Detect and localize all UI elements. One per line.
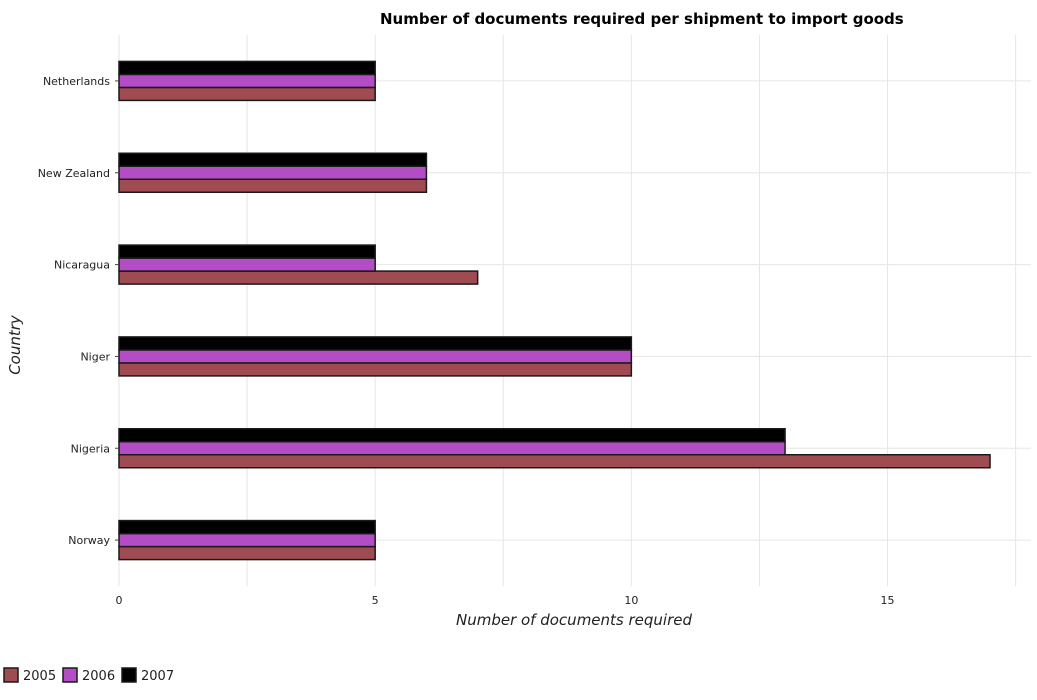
y-tick-label: Nicaragua [54, 259, 110, 272]
x-tick-label: 5 [372, 594, 379, 607]
y-tick-label: New Zealand [38, 167, 110, 180]
bar-netherlands-2007 [118, 60, 376, 76]
y-tick-label: Netherlands [43, 75, 110, 88]
legend-label-2005: 2005 [23, 669, 56, 684]
x-tick-label: 0 [116, 594, 123, 607]
legend-label-2007: 2007 [141, 669, 174, 684]
bar-nicaragua-2006 [118, 257, 376, 272]
legend-swatch-2006 [62, 667, 78, 683]
y-tick-label: Norway [68, 534, 110, 547]
bar-norway-2005 [118, 545, 376, 561]
bar-niger-2005 [118, 362, 633, 377]
bar-new-zealand-2006 [118, 165, 428, 180]
legend-swatch-2007 [121, 667, 137, 683]
x-tick-label: 10 [624, 594, 638, 607]
x-axis-label: Number of documents required [456, 611, 693, 629]
legend-swatch-2005 [3, 667, 19, 683]
chart-title: Number of documents required per shipmen… [380, 10, 904, 28]
bar-new-zealand-2005 [118, 178, 428, 193]
bar-nicaragua-2007 [118, 244, 376, 259]
grid [118, 35, 1031, 586]
y-axis-label: Country [6, 314, 24, 375]
legend-label-2006: 2006 [82, 669, 115, 684]
bar-netherlands-2006 [118, 73, 376, 89]
bar-nigeria-2005 [118, 454, 991, 469]
bar-norway-2006 [118, 532, 376, 548]
bar-nicaragua-2005 [118, 270, 479, 285]
bar-netherlands-2005 [118, 86, 376, 102]
bar-nigeria-2007 [118, 428, 786, 443]
bar-nigeria-2006 [118, 441, 786, 456]
y-tick-label: Niger [80, 350, 110, 363]
bar-niger-2006 [118, 349, 633, 364]
bars [118, 60, 991, 561]
bar-niger-2007 [118, 336, 633, 351]
y-tick-label: Nigeria [71, 442, 110, 455]
x-tick-label: 15 [881, 594, 895, 607]
legend: 2005 2006 2007 [3, 667, 174, 684]
bar-norway-2007 [118, 519, 376, 535]
bar-new-zealand-2007 [118, 152, 428, 167]
axes: 0 5 10 15 Netherlands New Zealand Nicaragua Nig… [38, 75, 895, 607]
